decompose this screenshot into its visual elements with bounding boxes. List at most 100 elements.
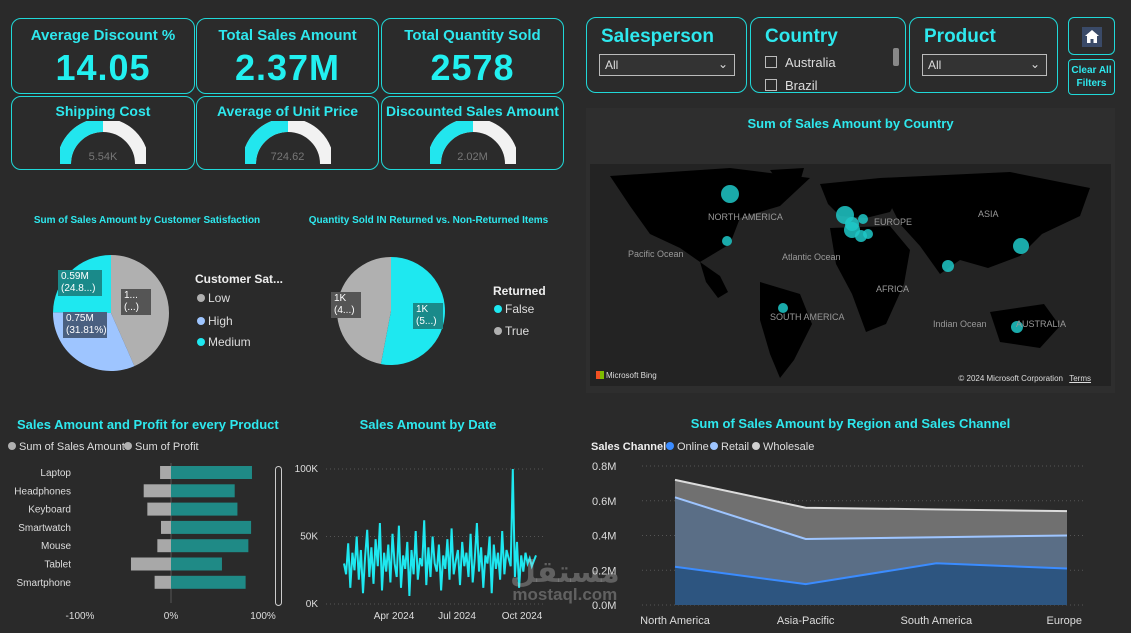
copyright-text: © 2024 Microsoft Corporation xyxy=(958,374,1063,383)
vertical-scrollbar[interactable] xyxy=(275,466,282,606)
country-option[interactable]: Australia xyxy=(765,55,836,70)
category-label: Headphones xyxy=(14,486,71,497)
x-tick-label: 0% xyxy=(164,611,179,622)
sales-bar xyxy=(171,557,222,571)
slicer-salesperson: Salesperson All ⌄ xyxy=(586,17,747,93)
line-chart-date[interactable]: 100K 50K 0K Apr 2024 Jul 2024 Oct 2024 xyxy=(292,438,564,633)
legend-dot xyxy=(197,338,205,346)
chevron-down-icon: ⌄ xyxy=(1029,57,1040,71)
profit-bar xyxy=(147,502,171,516)
x-tick-label: Apr 2024 xyxy=(374,611,415,622)
clear-all-filters-button[interactable]: Clear All Filters xyxy=(1068,59,1115,95)
map-copyright: © 2024 Microsoft Corporation Terms xyxy=(958,374,1091,383)
chart-title: Sum of Sales Amount by Customer Satisfac… xyxy=(33,215,261,226)
legend-item-true[interactable]: True xyxy=(494,324,529,338)
profit-bar xyxy=(157,539,171,553)
legend-item-sales[interactable]: Sum of Sales Amount xyxy=(8,441,125,453)
slicer-product: Product All ⌄ xyxy=(909,17,1058,93)
legend-item-high[interactable]: High xyxy=(197,314,233,328)
category-label: Smartwatch xyxy=(18,523,71,534)
scrollbar[interactable] xyxy=(893,48,899,66)
slice-label-low: 1... (...) xyxy=(121,289,151,315)
legend-title: Customer Sat... xyxy=(195,272,284,286)
watermark-text: mostaql.com xyxy=(512,585,618,604)
kpi-value: 2578 xyxy=(430,47,515,88)
x-tick-label: Jul 2024 xyxy=(438,611,476,622)
country-option[interactable]: Brazil xyxy=(765,78,818,93)
line-online xyxy=(674,562,1068,586)
chevron-down-icon: ⌄ xyxy=(717,57,728,71)
y-tick-label: 50K xyxy=(300,532,318,543)
bing-label: Microsoft Bing xyxy=(606,371,657,380)
map-label: Atlantic Ocean xyxy=(782,252,841,262)
microsoft-logo-icon xyxy=(596,371,604,379)
gauge-discounted-sales xyxy=(429,121,516,165)
slicer-title: Country xyxy=(765,26,838,47)
legend-dot xyxy=(197,294,205,302)
map-label: AUSTRALIA xyxy=(1016,319,1067,329)
profit-bar xyxy=(154,575,171,589)
checkbox[interactable] xyxy=(765,56,777,68)
pie-chart-returned[interactable] xyxy=(335,255,447,367)
legend-label: Online xyxy=(677,441,709,453)
line-panel-date: Sales Amount by Date 100K 50K 0K Apr 2024 Ju… xyxy=(292,408,564,633)
legend-dot xyxy=(8,442,16,450)
legend-item-retail[interactable]: Retail xyxy=(710,441,749,453)
map-label: ASIA xyxy=(978,209,999,219)
terms-link[interactable]: Terms xyxy=(1069,374,1091,383)
gauge-label: 2.02M xyxy=(457,151,488,163)
chart-title: Sales Amount by Date xyxy=(359,417,497,432)
slice-label-false: 1K (5...) xyxy=(413,303,443,329)
checkbox[interactable] xyxy=(765,79,777,91)
legend-item-online[interactable]: Online xyxy=(666,441,709,453)
sales-bar xyxy=(171,520,252,534)
option-label: Brazil xyxy=(785,78,818,93)
slice-label-true: 1K (4...) xyxy=(331,292,361,318)
bing-logo: Microsoft Bing xyxy=(596,371,657,380)
legend-dot xyxy=(124,442,132,450)
legend-label: Sum of Profit xyxy=(135,441,199,453)
y-tick-label: 0.2M xyxy=(592,565,616,577)
map-label: Indian Ocean xyxy=(933,319,987,329)
area-chart-region[interactable]: 0.8M 0.6M 0.4M 0.2M 0.0M North America Asia-Pa… xyxy=(586,456,1115,633)
legend-label: High xyxy=(208,314,233,328)
slice-label-medium: 0.59M (24.8...) xyxy=(58,270,102,296)
legend-dot xyxy=(710,442,718,450)
legend-item-medium[interactable]: Medium xyxy=(197,335,251,349)
kpi-title: Average Discount % xyxy=(30,27,176,44)
y-tick-label: 100K xyxy=(295,464,319,475)
legend-label: False xyxy=(505,302,535,316)
legend-title: Sales Channel xyxy=(591,441,667,453)
y-tick-label: 0.6M xyxy=(592,496,616,508)
x-tick-label: Europe xyxy=(1047,615,1082,627)
sales-line xyxy=(343,468,537,596)
legend-label: Medium xyxy=(208,335,251,349)
x-tick-label: Oct 2024 xyxy=(502,611,543,622)
salesperson-dropdown[interactable]: All ⌄ xyxy=(599,54,735,76)
watermark: مستقل mostaql.com xyxy=(510,556,620,605)
area-panel-region: Sum of Sales Amount by Region and Sales … xyxy=(586,408,1115,633)
legend-item-wholesale[interactable]: Wholesale xyxy=(752,441,814,453)
slicer-country: Country Australia Brazil xyxy=(750,17,906,93)
map-bubbles xyxy=(721,185,1029,333)
home-button[interactable] xyxy=(1068,17,1115,55)
profit-bar xyxy=(160,466,171,479)
category-label: Tablet xyxy=(44,560,71,571)
product-dropdown[interactable]: All ⌄ xyxy=(922,54,1047,76)
chart-title: Sum of Sales Amount by Region and Sales … xyxy=(690,416,1011,431)
gauge-label: 5.54K xyxy=(88,151,118,163)
slice-label-high: 0.75M (31.81%) xyxy=(63,312,107,338)
legend-item-false[interactable]: False xyxy=(494,302,534,316)
map-panel: Sum of Sales Amount by Country xyxy=(586,108,1115,393)
legend-item-low[interactable]: Low xyxy=(197,291,230,305)
chart-title: Sales Amount and Profit for every Produc… xyxy=(17,417,279,432)
world-map[interactable] xyxy=(590,164,1111,386)
bar-chart-products[interactable]: Laptop Headphones Keyboard Smartwatch Mouse T… xyxy=(0,463,292,633)
pie-panel-returned: Quantity Sold IN Returned vs. Non-Return… xyxy=(293,205,564,395)
kpi-card-total-quantity: Total Quantity Sold 2578 xyxy=(381,18,564,94)
pie-slice-true xyxy=(337,257,391,365)
pie-slice-false xyxy=(380,257,445,365)
legend-item-profit[interactable]: Sum of Profit xyxy=(124,441,199,453)
kpi-title: Total Quantity Sold xyxy=(404,27,541,44)
y-tick-label: 0K xyxy=(306,599,319,610)
